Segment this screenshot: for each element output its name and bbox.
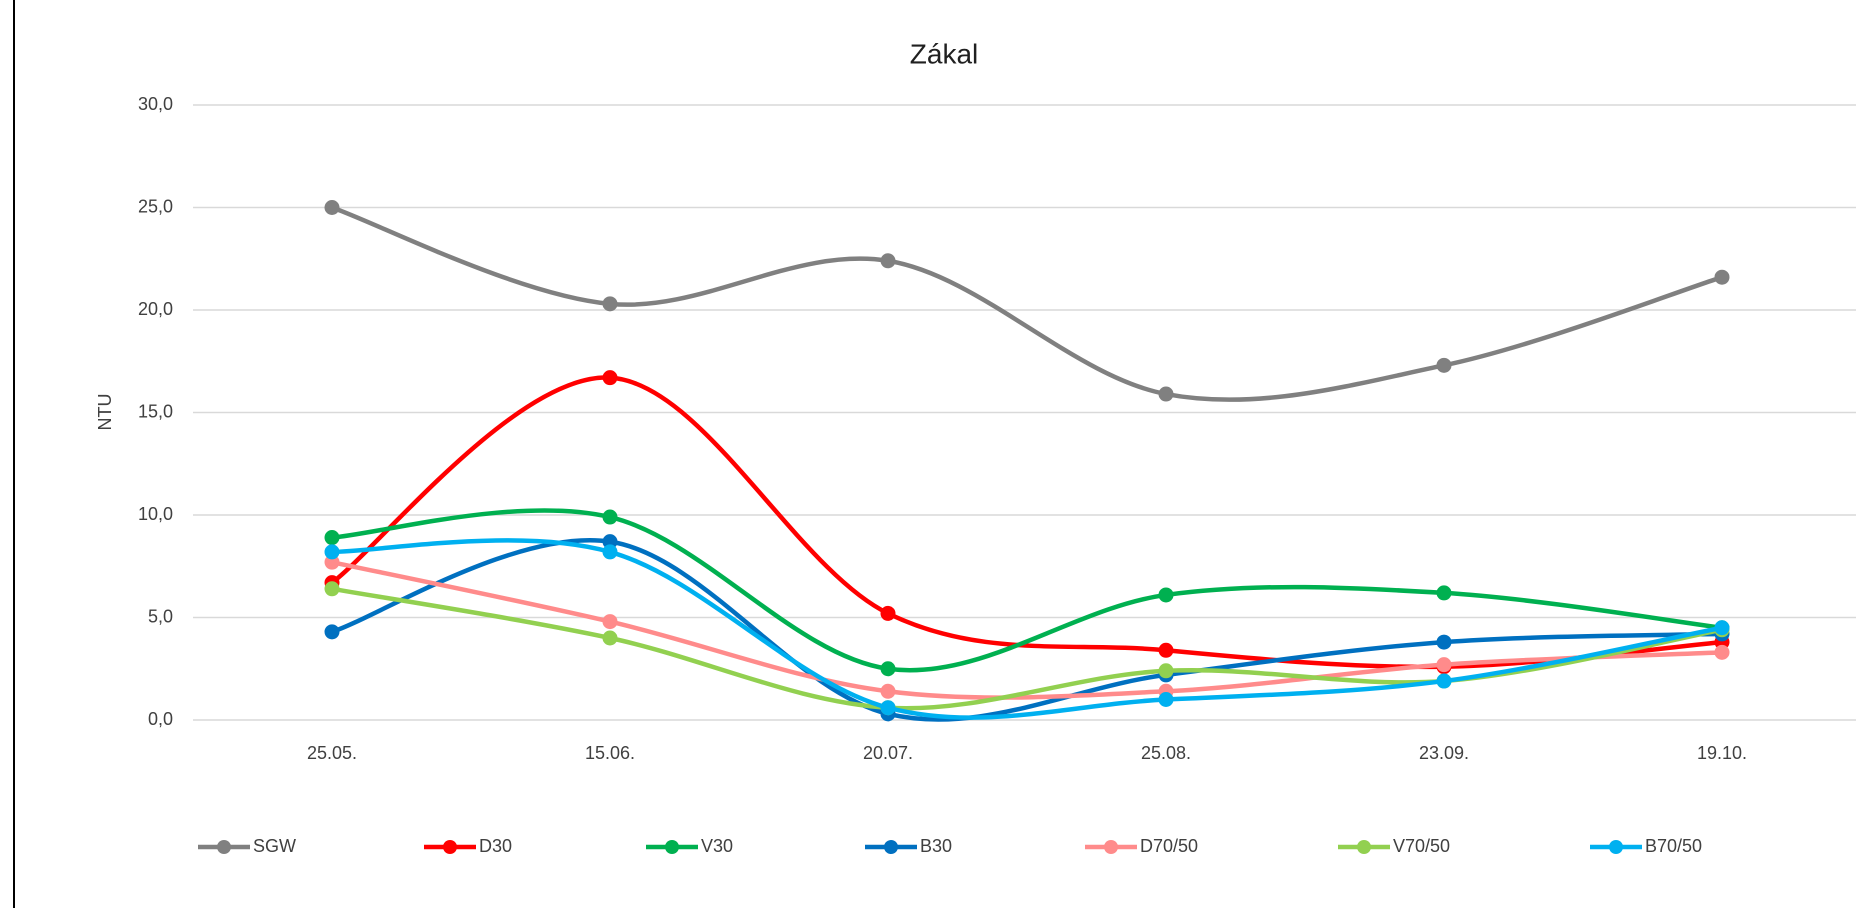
legend-label: B70/50 — [1645, 836, 1702, 856]
y-tick-label: 0,0 — [148, 709, 173, 729]
data-point — [1436, 657, 1452, 673]
series-line — [329, 508, 1725, 673]
x-tick-label: 25.05. — [307, 743, 357, 763]
data-point — [1436, 357, 1452, 373]
y-tick-label: 10,0 — [138, 504, 173, 524]
data-point — [1436, 673, 1452, 689]
data-point — [1158, 386, 1174, 402]
data-point — [602, 296, 618, 312]
legend-label: D30 — [479, 836, 512, 856]
data-point — [1158, 663, 1174, 679]
data-point — [880, 700, 896, 716]
data-point — [880, 253, 896, 269]
series-line — [329, 538, 1725, 720]
data-point — [602, 370, 618, 386]
legend-label: SGW — [253, 836, 296, 856]
y-tick-label: 5,0 — [148, 606, 173, 626]
data-point — [1714, 620, 1730, 636]
legend-label: B30 — [920, 836, 952, 856]
x-tick-label: 15.06. — [585, 743, 635, 763]
x-tick-label: 23.09. — [1419, 743, 1469, 763]
data-point — [1714, 269, 1730, 285]
data-point — [324, 581, 340, 597]
x-tick-label: 25.08. — [1141, 743, 1191, 763]
legend-marker — [884, 840, 898, 854]
legend-label: D70/50 — [1140, 836, 1198, 856]
series-line — [329, 559, 1725, 700]
data-point — [1158, 692, 1174, 707]
series-line — [329, 205, 1725, 402]
legend-marker — [443, 840, 457, 854]
data-point — [324, 544, 340, 560]
x-tick-label: 19.10. — [1697, 743, 1747, 763]
legend-label: V30 — [701, 836, 733, 856]
y-tick-label: 15,0 — [138, 401, 173, 421]
legend-marker — [217, 840, 231, 854]
legend-marker — [1609, 840, 1623, 854]
series-line — [329, 375, 1725, 670]
data-point — [602, 614, 618, 630]
series-line — [329, 538, 1725, 722]
y-tick-label: 25,0 — [138, 196, 173, 216]
chart-title: Zákal — [910, 38, 978, 69]
data-point — [1436, 634, 1452, 650]
y-tick-label: 20,0 — [138, 299, 173, 319]
data-point — [880, 605, 896, 621]
data-point — [324, 530, 340, 546]
data-point — [880, 661, 896, 677]
data-point — [324, 200, 340, 215]
data-point — [602, 509, 618, 525]
data-point — [1714, 644, 1730, 660]
legend-marker — [1357, 840, 1371, 854]
data-point — [324, 624, 340, 640]
legend-marker — [1104, 840, 1118, 854]
legend-marker — [665, 840, 679, 854]
legend-label: V70/50 — [1393, 836, 1450, 856]
y-tick-label: 30,0 — [138, 94, 173, 114]
x-tick-label: 20.07. — [863, 743, 913, 763]
data-point — [1158, 587, 1174, 603]
y-axis-label: NTU — [95, 394, 115, 431]
data-point — [1436, 585, 1452, 601]
data-point — [602, 544, 618, 560]
data-point — [1158, 642, 1174, 658]
data-point — [880, 683, 896, 699]
data-point — [602, 630, 618, 646]
